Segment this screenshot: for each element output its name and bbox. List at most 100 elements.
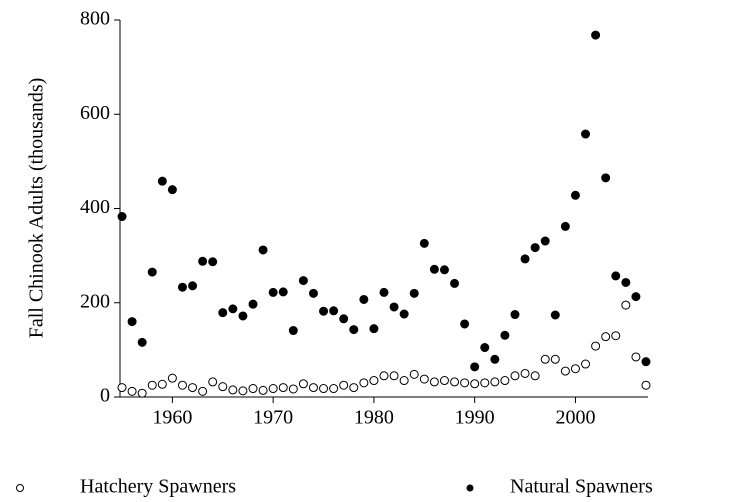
data-point bbox=[319, 384, 329, 394]
data-point bbox=[439, 376, 449, 386]
x-tick-label: 1970 bbox=[253, 407, 293, 429]
data-point bbox=[359, 294, 369, 304]
data-point bbox=[127, 317, 137, 327]
data-point bbox=[117, 212, 127, 222]
data-point bbox=[500, 376, 510, 386]
data-point bbox=[147, 267, 157, 277]
data-point bbox=[188, 383, 198, 393]
data-point bbox=[631, 292, 641, 302]
data-point bbox=[137, 388, 147, 398]
data-point bbox=[188, 281, 198, 291]
legend-marker bbox=[16, 484, 24, 492]
data-point bbox=[278, 287, 288, 297]
data-point bbox=[550, 310, 560, 320]
data-point bbox=[621, 277, 631, 287]
data-point bbox=[641, 357, 651, 367]
data-point bbox=[369, 324, 379, 334]
data-point bbox=[611, 271, 621, 281]
data-point bbox=[137, 337, 147, 347]
data-point bbox=[238, 386, 248, 396]
data-point bbox=[208, 257, 218, 267]
data-point bbox=[520, 368, 530, 378]
data-point bbox=[298, 379, 308, 389]
data-point bbox=[399, 376, 409, 386]
data-point bbox=[591, 341, 601, 351]
data-point bbox=[470, 379, 480, 389]
y-tick-label: 200 bbox=[80, 290, 110, 312]
data-point bbox=[329, 306, 339, 316]
data-point bbox=[198, 256, 208, 266]
data-point bbox=[208, 377, 218, 387]
data-point bbox=[177, 380, 187, 390]
data-point bbox=[177, 282, 187, 292]
data-point bbox=[248, 384, 258, 394]
data-point bbox=[369, 376, 379, 386]
data-point bbox=[258, 385, 268, 395]
data-point bbox=[460, 378, 470, 388]
data-point bbox=[570, 190, 580, 200]
data-point bbox=[641, 380, 651, 390]
data-point bbox=[349, 325, 359, 335]
data-point bbox=[409, 288, 419, 298]
data-point bbox=[510, 371, 520, 381]
data-point bbox=[490, 377, 500, 387]
data-point bbox=[530, 371, 540, 381]
x-tick-label: 2000 bbox=[555, 407, 595, 429]
data-point bbox=[389, 302, 399, 312]
data-point bbox=[157, 379, 167, 389]
data-point bbox=[198, 386, 208, 396]
data-point bbox=[258, 245, 268, 255]
data-point bbox=[480, 378, 490, 388]
data-point bbox=[570, 364, 580, 374]
data-point bbox=[268, 287, 278, 297]
data-point bbox=[218, 308, 228, 318]
data-point bbox=[419, 374, 429, 384]
legend-label: Hatchery Spawners bbox=[80, 476, 236, 498]
data-point bbox=[500, 330, 510, 340]
data-point bbox=[218, 382, 228, 392]
data-point bbox=[601, 332, 611, 342]
x-tick-label: 1990 bbox=[455, 407, 495, 429]
data-point bbox=[611, 331, 621, 341]
data-point bbox=[540, 236, 550, 246]
y-tick-label: 400 bbox=[80, 196, 110, 218]
data-point bbox=[167, 373, 177, 383]
data-point bbox=[308, 288, 318, 298]
data-point bbox=[450, 278, 460, 288]
data-point bbox=[631, 352, 641, 362]
data-point bbox=[429, 264, 439, 274]
data-point bbox=[359, 378, 369, 388]
data-point bbox=[268, 384, 278, 394]
x-tick-label: 1960 bbox=[152, 407, 192, 429]
data-point bbox=[228, 304, 238, 314]
data-point bbox=[530, 243, 540, 253]
data-point bbox=[319, 306, 329, 316]
data-point bbox=[460, 319, 470, 329]
data-point bbox=[581, 359, 591, 369]
data-point bbox=[298, 276, 308, 286]
data-point bbox=[601, 173, 611, 183]
data-point bbox=[248, 299, 258, 309]
data-point bbox=[308, 383, 318, 393]
legend-marker bbox=[466, 484, 474, 492]
data-point bbox=[399, 309, 409, 319]
data-point bbox=[228, 385, 238, 395]
legend-label: Natural Spawners bbox=[510, 476, 653, 498]
data-point bbox=[581, 129, 591, 139]
data-point bbox=[147, 380, 157, 390]
data-point bbox=[339, 380, 349, 390]
y-tick-label: 800 bbox=[80, 8, 110, 30]
data-point bbox=[540, 354, 550, 364]
data-point bbox=[419, 238, 429, 248]
data-point bbox=[379, 371, 389, 381]
data-point bbox=[470, 362, 480, 372]
data-point bbox=[349, 383, 359, 393]
data-point bbox=[560, 221, 570, 231]
data-point bbox=[278, 383, 288, 393]
data-point bbox=[339, 314, 349, 324]
data-point bbox=[520, 254, 530, 264]
x-tick-label: 1980 bbox=[354, 407, 394, 429]
data-point bbox=[510, 310, 520, 320]
data-point bbox=[409, 369, 419, 379]
